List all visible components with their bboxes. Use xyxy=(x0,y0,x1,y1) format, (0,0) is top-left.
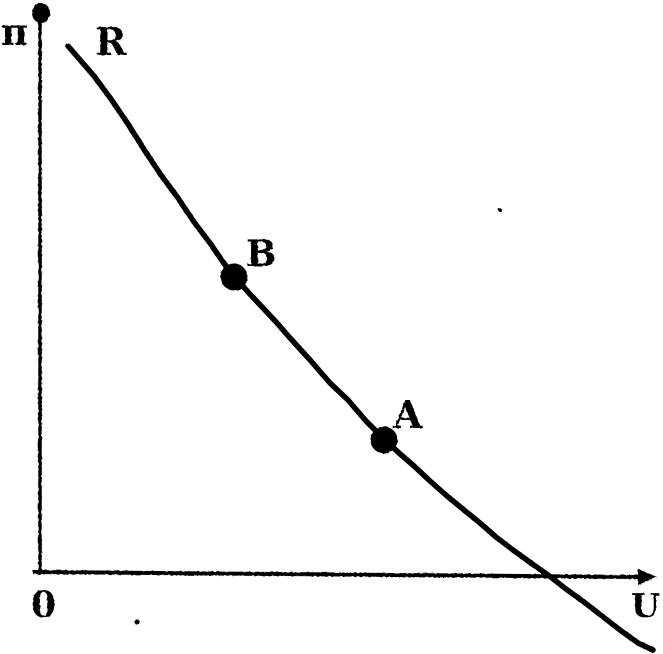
curve-r xyxy=(65,43,656,653)
point-a-label: A xyxy=(392,392,423,437)
point-b-dot xyxy=(220,263,248,291)
y-axis-label: π xyxy=(1,10,28,54)
origin-label: 0 xyxy=(31,584,56,626)
scan-speck xyxy=(498,208,502,212)
y-axis-arrowhead xyxy=(32,3,50,23)
point-a-dot xyxy=(370,426,398,454)
x-axis-line xyxy=(32,570,641,579)
x-axis-label: U xyxy=(631,586,660,625)
scan-speck xyxy=(134,619,140,625)
point-b-label: B xyxy=(246,233,276,275)
x-axis-arrowhead xyxy=(638,569,657,585)
curve-label: R xyxy=(95,19,127,64)
